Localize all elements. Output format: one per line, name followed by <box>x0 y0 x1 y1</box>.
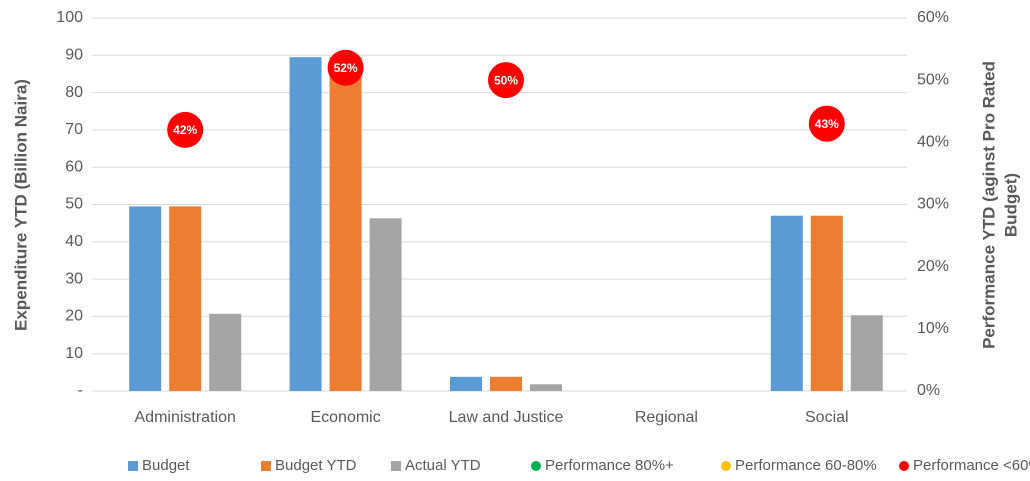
y2-tick-label: 20% <box>917 258 949 275</box>
legend-label: Performance 80%+ <box>545 457 674 474</box>
y-tick-label: 50 <box>65 196 83 213</box>
y-tick-label: 30 <box>65 270 83 287</box>
legend-label: Performance <60% <box>913 457 1030 474</box>
bar <box>530 384 562 391</box>
data-label: 50% <box>494 73 518 87</box>
legend-marker <box>531 461 541 471</box>
y-tick-label: 100 <box>56 9 83 26</box>
data-label: 52% <box>334 61 358 75</box>
x-tick-label: Regional <box>635 409 698 426</box>
performance-marker <box>327 49 364 86</box>
legend-label: Actual YTD <box>405 457 481 474</box>
bar <box>329 57 362 391</box>
y-tick-label: 40 <box>65 233 83 250</box>
y2-tick-label: 0% <box>917 382 940 399</box>
y-tick-label: 10 <box>65 345 83 362</box>
bar <box>289 57 322 391</box>
data-label: 43% <box>815 117 839 131</box>
y2-axis-title: Budget) <box>1001 173 1020 237</box>
y2-axis-title: Performance YTD (aginst Pro Rated <box>979 61 998 349</box>
y-tick-label: 20 <box>65 308 83 325</box>
legend-label: Budget YTD <box>275 457 357 474</box>
y2-tick-label: 10% <box>917 320 949 337</box>
bar <box>129 206 162 391</box>
legend-marker <box>261 461 271 471</box>
bar <box>490 376 522 391</box>
y-tick-label: 80 <box>65 84 83 101</box>
y-tick-label: - <box>78 382 83 399</box>
bar <box>169 206 202 391</box>
x-tick-label: Administration <box>135 409 236 426</box>
performance-marker <box>167 111 204 148</box>
data-label: 42% <box>173 123 197 137</box>
bar <box>810 215 843 391</box>
y2-tick-label: 40% <box>917 134 949 151</box>
y-axis-title: Expenditure YTD (Billion Naira) <box>11 79 30 331</box>
y2-tick-label: 50% <box>917 71 949 88</box>
legend-marker <box>128 461 138 471</box>
legend-marker <box>721 461 731 471</box>
x-tick-label: Social <box>805 409 849 426</box>
bar <box>209 313 242 391</box>
x-tick-label: Economic <box>310 409 380 426</box>
legend-marker <box>391 461 401 471</box>
bar <box>770 215 803 391</box>
bar <box>850 315 883 391</box>
bar <box>450 376 482 391</box>
performance-marker <box>808 105 845 142</box>
performance-marker <box>488 62 524 99</box>
bar <box>369 218 402 391</box>
y2-tick-label: 30% <box>917 196 949 213</box>
legend-label: Performance 60-80% <box>735 457 877 474</box>
x-tick-label: Law and Justice <box>449 409 564 426</box>
legend-label: Budget <box>142 457 190 474</box>
y-tick-label: 60 <box>65 158 83 175</box>
y2-tick-label: 60% <box>917 9 949 26</box>
y-tick-label: 90 <box>65 47 83 64</box>
y-tick-label: 70 <box>65 121 83 138</box>
legend-marker <box>899 461 909 471</box>
